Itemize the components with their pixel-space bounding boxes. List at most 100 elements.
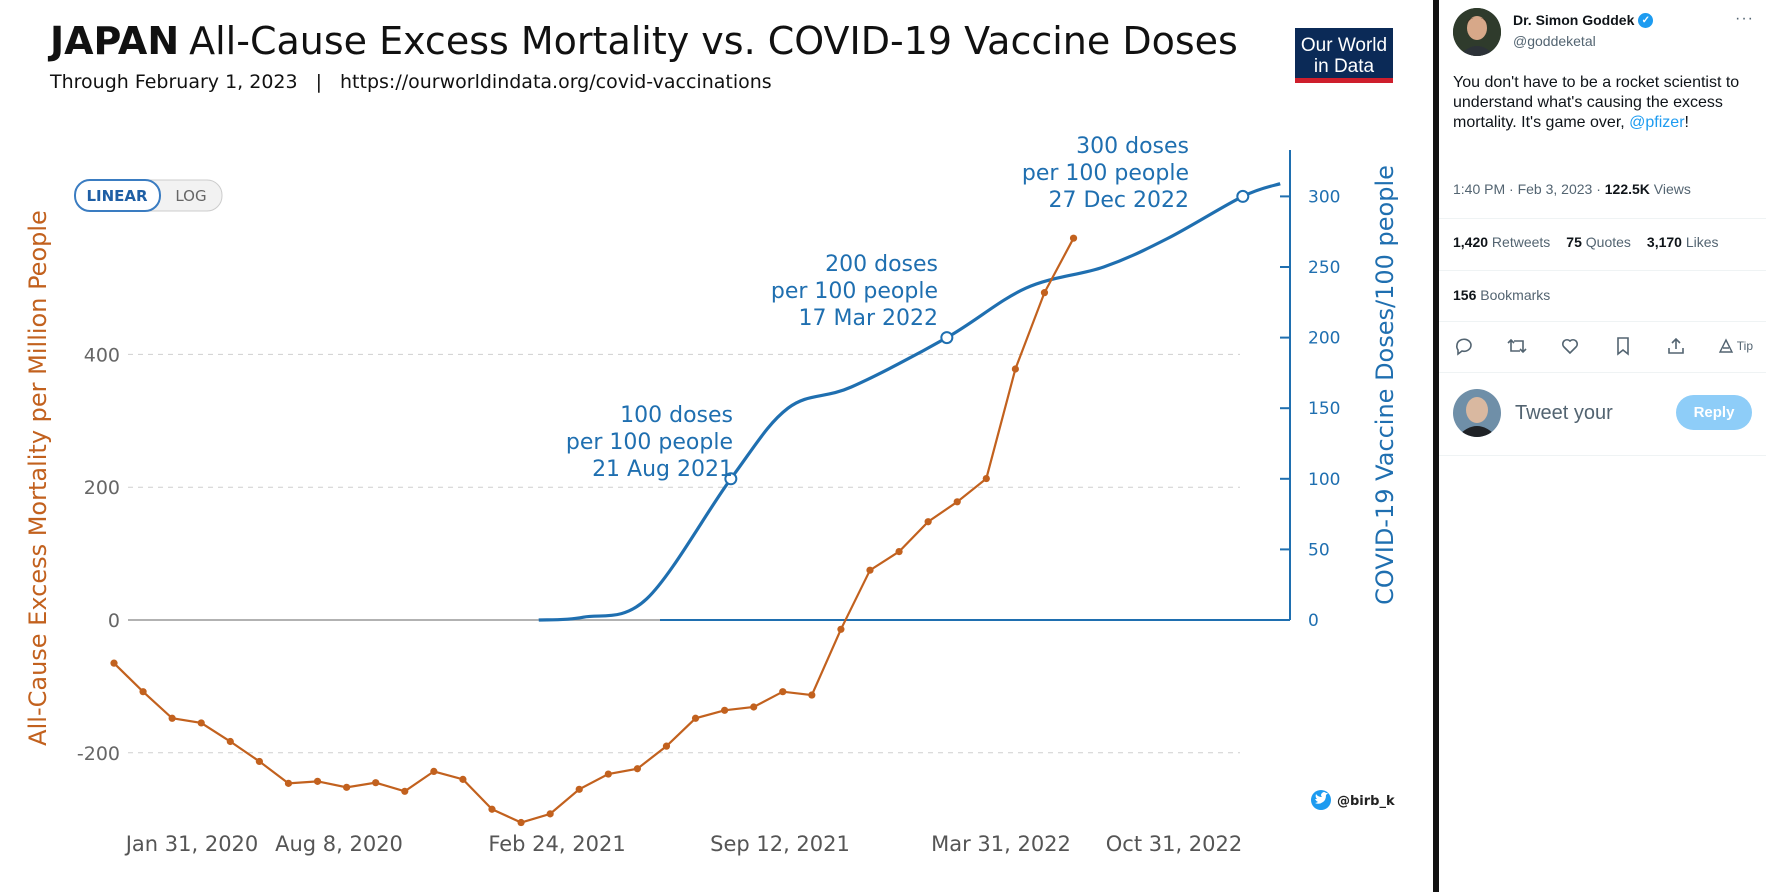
left-tick-label: 0 <box>108 610 120 632</box>
mortality-point <box>575 785 583 793</box>
divider-line <box>1439 372 1766 373</box>
mortality-point <box>721 706 729 714</box>
embedded-chart-image: JAPAN All-Cause Excess Mortality vs. COVI… <box>0 0 1433 892</box>
right-tick-label: 200 <box>1308 329 1340 349</box>
vaccine-series <box>538 182 1281 622</box>
tip-label: Tip <box>1736 339 1753 353</box>
reply-input[interactable]: Tweet your <box>1515 402 1613 424</box>
tweet-text-end: ! <box>1684 114 1689 131</box>
mortality-point <box>488 805 496 813</box>
x-tick-label: Oct 31, 2022 <box>1106 832 1243 856</box>
verified-badge-icon: ✓ <box>1638 12 1654 28</box>
likes-label: Likes <box>1681 234 1719 250</box>
annotation-200-line1: 200 doses <box>825 252 938 277</box>
retweets-count: 1,420 <box>1453 234 1489 250</box>
owid-logo: Our World in Data <box>1295 28 1393 83</box>
annotation-200-line2: per 100 people <box>771 279 938 304</box>
annotation-300-line1: 300 doses <box>1076 134 1189 159</box>
left-axis-title: All-Cause Excess Mortality per Million P… <box>24 210 52 746</box>
annotation-300-line3: 27 Dec 2022 <box>1048 188 1189 213</box>
likes-stat[interactable]: 3,170 Likes <box>1647 234 1719 250</box>
chart-title: JAPAN All-Cause Excess Mortality vs. COVI… <box>47 19 1238 63</box>
views-label: Views <box>1649 181 1691 197</box>
mortality-line <box>113 237 1075 824</box>
tweet-timestamp[interactable]: 1:40 PM · Feb 3, 2023 · <box>1453 181 1605 197</box>
mortality-point <box>546 810 554 818</box>
mortality-point <box>401 787 409 795</box>
mortality-point <box>459 775 467 783</box>
title-country: JAPAN <box>47 19 179 63</box>
left-tick-label: -200 <box>77 743 120 765</box>
mortality-point <box>691 714 700 722</box>
retweet-icon[interactable] <box>1506 335 1528 357</box>
chart-subtitle: Through February 1, 2023 | https://ourworl… <box>49 71 772 93</box>
subtitle-date: Through February 1, 2023 <box>49 71 298 93</box>
mortality-point <box>1040 289 1049 297</box>
mortality-point <box>372 779 380 787</box>
author-name[interactable]: Dr. Simon Goddek ✓ <box>1513 12 1654 28</box>
like-icon[interactable] <box>1559 335 1581 357</box>
author-name-text[interactable]: Dr. Simon Goddek <box>1513 12 1635 28</box>
tip-button[interactable]: Tip <box>1718 338 1753 354</box>
mortality-point <box>430 767 438 775</box>
annotation-300: 300 doses per 100 people 27 Dec 2022 <box>1022 134 1189 213</box>
right-tick-label: 150 <box>1308 399 1340 419</box>
mortality-point <box>343 783 351 791</box>
credit-handle: @birb_k <box>1337 794 1395 809</box>
left-tick-label: 400 <box>84 344 120 366</box>
right-tick-label: 300 <box>1308 187 1340 207</box>
mortality-point <box>1069 234 1078 242</box>
mortality-point <box>982 474 990 483</box>
x-tick-label: Jan 31, 2020 <box>124 832 259 856</box>
left-tick-label: 200 <box>84 477 120 499</box>
bookmarks-stat[interactable]: 156 Bookmarks <box>1453 287 1550 303</box>
quotes-stat[interactable]: 75 Quotes <box>1566 234 1631 250</box>
mortality-point <box>866 566 874 574</box>
annotation-300-line2: per 100 people <box>1022 161 1189 186</box>
retweets-stat[interactable]: 1,420 Retweets <box>1453 234 1550 250</box>
right-tick-label: 50 <box>1308 540 1330 560</box>
chart-svg: JAPAN All-Cause Excess Mortality vs. COVI… <box>24 19 1399 856</box>
views-count: 122.5K <box>1604 181 1650 197</box>
share-icon[interactable] <box>1665 335 1687 357</box>
author-handle[interactable]: @goddeketal <box>1513 33 1596 49</box>
annotation-100-line2: per 100 people <box>566 430 733 455</box>
scale-toggle: LINEAR LOG <box>74 179 223 212</box>
divider-line <box>1439 270 1766 271</box>
mention-link[interactable]: @pfizer <box>1629 114 1685 131</box>
action-bar: Tip <box>1453 335 1753 357</box>
logo-line1: Our World <box>1301 35 1387 56</box>
vaccine-line <box>538 182 1281 622</box>
more-options-icon[interactable]: ··· <box>1735 10 1754 27</box>
chart-credit: @birb_k <box>1311 790 1395 810</box>
toggle-linear: LINEAR <box>86 187 148 205</box>
tweet-panel: Dr. Simon Goddek ✓ @goddeketal ··· You d… <box>1439 0 1766 892</box>
mortality-point <box>284 779 293 787</box>
right-tick-label: 250 <box>1308 258 1340 278</box>
x-tick-label: Aug 8, 2020 <box>275 832 403 856</box>
mortality-point <box>953 498 961 506</box>
mortality-point <box>633 765 641 773</box>
annotation-200: 200 doses per 100 people 17 Mar 2022 <box>771 252 938 331</box>
subtitle-url: https://ourworldindata.org/covid-vaccina… <box>340 71 772 93</box>
current-user-avatar[interactable] <box>1453 389 1501 437</box>
mortality-point <box>226 737 234 746</box>
reply-icon[interactable] <box>1453 335 1475 357</box>
logo-line2: in Data <box>1314 56 1375 77</box>
vaccine-milestone-point <box>724 472 738 486</box>
mortality-point <box>895 548 903 556</box>
x-tick-label: Sep 12, 2021 <box>710 832 850 856</box>
mortality-point <box>110 659 118 667</box>
vaccine-milestone-point <box>1236 189 1250 203</box>
quotes-count: 75 <box>1566 234 1582 250</box>
reply-button[interactable]: Reply <box>1676 395 1752 430</box>
divider-line <box>1439 321 1766 322</box>
tip-icon <box>1718 338 1733 353</box>
subtitle-separator: | <box>316 71 322 93</box>
x-tick-label: Mar 31, 2022 <box>931 832 1071 856</box>
title-text: All-Cause Excess Mortality vs. COVID-19 … <box>189 19 1238 63</box>
bookmark-icon[interactable] <box>1612 335 1634 357</box>
bookmarks-count: 156 <box>1453 287 1477 303</box>
annotation-100: 100 doses per 100 people 21 Aug 2021 <box>566 403 733 482</box>
author-avatar[interactable] <box>1453 8 1501 56</box>
